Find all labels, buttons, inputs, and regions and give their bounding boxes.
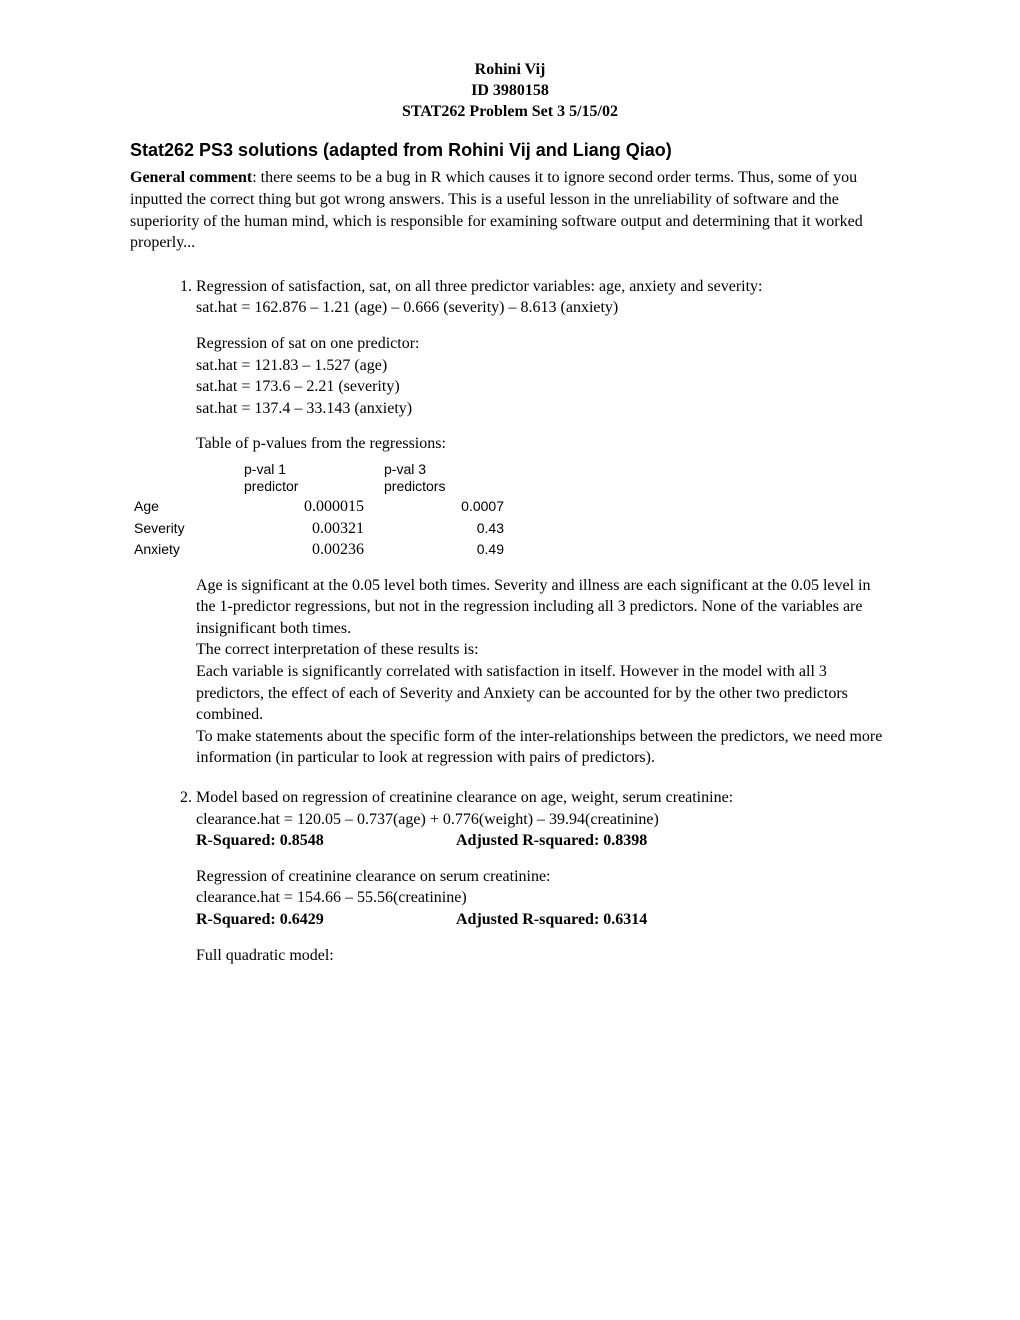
general-comment: General comment: there seems to be a bug…	[130, 167, 890, 253]
table-row: Severity 0.00321 0.43	[134, 518, 890, 540]
student-id: ID 3980158	[130, 81, 890, 102]
q1-disc-1: Age is significant at the 0.05 level bot…	[196, 575, 890, 640]
q1-eq-full: sat.hat = 162.876 – 1.21 (age) – 0.666 (…	[196, 297, 890, 319]
problem-1: Regression of satisfaction, sat, on all …	[196, 276, 890, 769]
q2-intro: Model based on regression of creatinine …	[196, 787, 890, 809]
q2-rsq2: R-Squared: 0.6429 Adjusted R-squared: 0.…	[196, 909, 890, 931]
q1-table-caption: Table of p-values from the regressions:	[196, 433, 890, 455]
row-label: Age	[134, 497, 214, 516]
table-spacer	[134, 461, 244, 496]
row-val2: 0.0007	[374, 497, 504, 516]
q1-disc-2: The correct interpretation of these resu…	[196, 639, 890, 661]
table-row: Anxiety 0.00236 0.49	[134, 539, 890, 561]
problem-list: Regression of satisfaction, sat, on all …	[130, 276, 890, 966]
q2-r2a: R-Squared: 0.6429	[196, 909, 456, 931]
row-val1: 0.00321	[214, 518, 374, 540]
q1-full-regression: Regression of satisfaction, sat, on all …	[196, 276, 890, 319]
col1-line1: p-val 1	[244, 461, 384, 479]
q1-discussion: Age is significant at the 0.05 level bot…	[196, 575, 890, 769]
col2-line2: predictors	[384, 478, 524, 496]
col2-line1: p-val 3	[384, 461, 524, 479]
document-header: Rohini Vij ID 3980158 STAT262 Problem Se…	[130, 60, 890, 122]
q2-quad: Full quadratic model:	[196, 945, 890, 967]
col-header-1: p-val 1 predictor	[244, 461, 384, 496]
row-val2: 0.43	[374, 519, 504, 538]
q1-disc-3: Each variable is significantly correlate…	[196, 661, 890, 726]
q2-r1a: R-Squared: 0.8548	[196, 830, 456, 852]
q2-model2: Regression of creatinine clearance on se…	[196, 866, 890, 931]
document-page: Rohini Vij ID 3980158 STAT262 Problem Se…	[0, 0, 1020, 1044]
row-label: Severity	[134, 519, 214, 538]
row-val1: 0.000015	[214, 496, 374, 518]
q2-intro2: Regression of creatinine clearance on se…	[196, 866, 890, 888]
course-line: STAT262 Problem Set 3 5/15/02	[130, 102, 890, 123]
q1-eq-age: sat.hat = 121.83 – 1.527 (age)	[196, 355, 890, 377]
q1-disc-4: To make statements about the specific fo…	[196, 726, 890, 769]
col1-line2: predictor	[244, 478, 384, 496]
table-row: Age 0.000015 0.0007	[134, 496, 890, 518]
q2-rsq1: R-Squared: 0.8548 Adjusted R-squared: 0.…	[196, 830, 890, 852]
q1-eq-anx: sat.hat = 137.4 – 33.143 (anxiety)	[196, 398, 890, 420]
q1-intro: Regression of satisfaction, sat, on all …	[196, 276, 890, 298]
q2-eq1: clearance.hat = 120.05 – 0.737(age) + 0.…	[196, 809, 890, 831]
q1-single-regressions: Regression of sat on one predictor: sat.…	[196, 333, 890, 419]
q2-eq2: clearance.hat = 154.66 – 55.56(creatinin…	[196, 887, 890, 909]
table-header: p-val 1 predictor p-val 3 predictors	[134, 461, 890, 496]
row-label: Anxiety	[134, 540, 214, 559]
q1-single-intro: Regression of sat on one predictor:	[196, 333, 890, 355]
row-val1: 0.00236	[214, 539, 374, 561]
q2-r2b: Adjusted R-squared: 0.6314	[456, 909, 647, 931]
col-header-2: p-val 3 predictors	[384, 461, 524, 496]
q2-r1b: Adjusted R-squared: 0.8398	[456, 830, 647, 852]
row-val2: 0.49	[374, 540, 504, 559]
author-name: Rohini Vij	[130, 60, 890, 81]
q2-model1: Model based on regression of creatinine …	[196, 787, 890, 852]
problem-2: Model based on regression of creatinine …	[196, 787, 890, 966]
page-title: Stat262 PS3 solutions (adapted from Rohi…	[130, 140, 890, 161]
pvalue-table: p-val 1 predictor p-val 3 predictors Age…	[134, 461, 890, 561]
q1-eq-sev: sat.hat = 173.6 – 2.21 (severity)	[196, 376, 890, 398]
general-label: General comment	[130, 169, 252, 186]
